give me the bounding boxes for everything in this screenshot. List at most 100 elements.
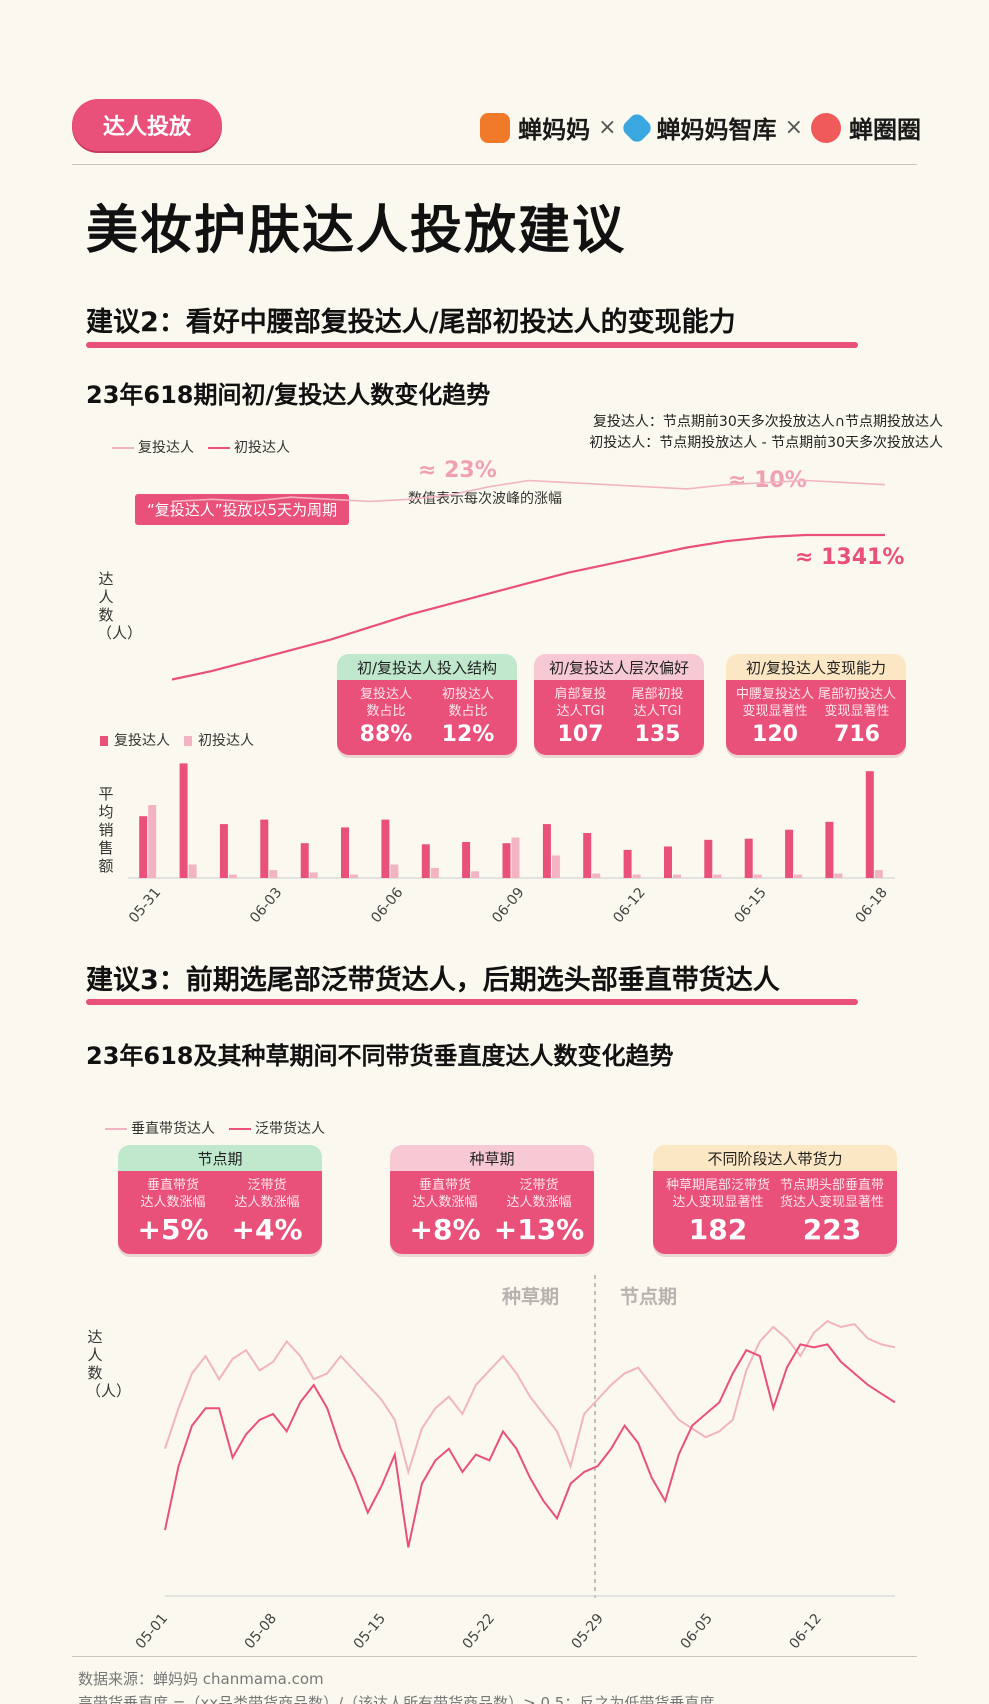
section3-underline (86, 999, 858, 1005)
bar (713, 874, 722, 878)
bar (462, 842, 471, 878)
bar (350, 874, 358, 878)
category-tag: 达人投放 (72, 99, 222, 151)
card-label: 节点期头部垂直带 货达人变现显著性 (779, 1178, 884, 1210)
x-tick-label: 05-31 (126, 885, 164, 926)
bar (664, 846, 672, 878)
x-tick-label: 06-03 (247, 885, 285, 926)
bar (148, 805, 157, 878)
bar (188, 864, 197, 878)
bar (744, 838, 753, 878)
brand-logos: 蝉妈妈 × 蝉妈妈智库 × 蝉圈圈 (480, 110, 921, 145)
x-tick-label: 06-12 (786, 1611, 824, 1652)
card-head: 节点期 (118, 1145, 322, 1171)
bar (794, 874, 803, 878)
card-label: 垂直带货 达人数涨幅 (140, 1178, 206, 1210)
card-value: 135 (634, 722, 681, 747)
x-tick-label: 05-01 (133, 1611, 171, 1652)
bar (865, 771, 874, 878)
line3-ylabel: 达人数（人） (86, 1328, 132, 1400)
card-head: 初/复投达人层次偏好 (534, 654, 704, 680)
card-label: 垂直带货 达人数涨幅 (412, 1178, 478, 1210)
section2-title: 建议2：看好中腰部复投达人/尾部初投达人的变现能力 (86, 307, 736, 338)
x-tick-label: 05-15 (351, 1611, 389, 1652)
card-value: 88% (359, 722, 413, 747)
bar (623, 849, 632, 878)
bar (551, 855, 560, 878)
legend-swatch-dark (100, 736, 108, 746)
chanquanquan-logo-icon (811, 112, 841, 143)
card-label: 初投达人 数占比 (441, 687, 494, 719)
card-label: 中腰复投达人 变现显著性 (735, 687, 814, 719)
legend-line-dark (229, 1128, 251, 1130)
line3-legend: 垂直带货达人 泛带货达人 (105, 1118, 325, 1138)
brand-3: 蝉圈圈 (849, 116, 921, 144)
data-source: 数据来源：蝉妈妈 chanmama.com (78, 1670, 324, 1688)
card-label: 泛带货 达人数涨幅 (234, 1178, 300, 1210)
bar (502, 843, 511, 878)
card-value: 182 (688, 1213, 748, 1246)
bar (421, 844, 430, 878)
chanmama-logo-icon (480, 112, 511, 143)
bar (309, 872, 318, 878)
x-tick-label: 06-05 (678, 1611, 716, 1652)
brand-separator: × (598, 115, 617, 140)
bar (179, 763, 188, 878)
legend-repeat: 复投达人 (112, 437, 194, 457)
header-divider (72, 164, 917, 165)
card-value: +5% (137, 1213, 209, 1246)
legend-repeat: 复投达人 (100, 730, 170, 750)
bar (219, 824, 228, 878)
section2-underline (86, 342, 858, 348)
section3-chart-title: 23年618及其种草期间不同带货垂直度达人数变化趋势 (86, 1042, 674, 1070)
growth-pct: ≈ 1341% (795, 545, 905, 570)
period-seed-label: 种草期 (502, 1286, 560, 1308)
bar (139, 816, 148, 878)
footer-divider (72, 1656, 917, 1657)
card-label: 肩部复投 达人TGI (554, 687, 607, 719)
legend-general: 泛带货达人 (229, 1118, 325, 1138)
brand-2: 蝉妈妈智库 (656, 116, 777, 144)
card-seed-period: 种草期 垂直带货 达人数涨幅 +8% 泛带货 达人数涨幅 +13% (390, 1145, 594, 1254)
bar (785, 829, 794, 878)
card-head: 初/复投达人投入结构 (337, 654, 517, 680)
bar (269, 870, 278, 878)
bar (542, 824, 551, 878)
card-value: 716 (834, 722, 880, 747)
bar (632, 874, 641, 878)
card-label: 复投达人 数占比 (359, 687, 412, 719)
card-label: 种草期尾部泛带货 达人变现显著性 (665, 1178, 770, 1210)
card-head: 初/复投达人变现能力 (726, 654, 906, 680)
brand-separator: × (784, 115, 803, 140)
brand-1: 蝉妈妈 (518, 116, 591, 144)
bar (592, 873, 601, 878)
bar (300, 843, 309, 878)
line-series-general (164, 1343, 896, 1548)
page-title: 美妆护肤达人投放建议 (86, 201, 627, 261)
x-tick-label: 05-29 (569, 1611, 607, 1652)
card-head: 种草期 (390, 1145, 594, 1171)
definition-first: 初投达人：节点期投放达人 - 节点期前30天多次投放达人 (589, 435, 943, 451)
definitions: 复投达人：节点期前30天多次投放达人∩节点期投放达人 初投达人：节点期投放达人 … (589, 412, 943, 454)
x-tick-label: 06-18 (853, 885, 891, 926)
bar-legend: 复投达人 初投达人 (100, 730, 254, 750)
footnote: 高带货垂直度 =（xx品类带货商品数）/（该达人所有带货商品数）> 0.5；反之… (78, 1694, 715, 1704)
period-node-label: 节点期 (620, 1286, 678, 1308)
bar (430, 867, 439, 878)
card-stage-power: 不同阶段达人带货力 种草期尾部泛带货 达人变现显著性 182 节点期头部垂直带 货… (653, 1145, 897, 1254)
card-value: +4% (231, 1213, 303, 1246)
card-label: 尾部初投 达人TGI (631, 687, 684, 719)
legend-line-light (112, 447, 134, 449)
bar (825, 821, 834, 878)
card-value: 223 (802, 1213, 862, 1246)
legend-vertical: 垂直带货达人 (105, 1118, 215, 1138)
line-series-first (171, 533, 885, 681)
bar (471, 871, 480, 878)
card-label: 尾部初投达人 变现显著性 (817, 687, 896, 719)
x-tick-label: 06-15 (731, 885, 769, 926)
bar (260, 819, 269, 878)
card-value: 12% (441, 722, 495, 747)
peak-pct-1: ≈ 23% (418, 458, 497, 483)
card-value: 107 (557, 722, 604, 747)
